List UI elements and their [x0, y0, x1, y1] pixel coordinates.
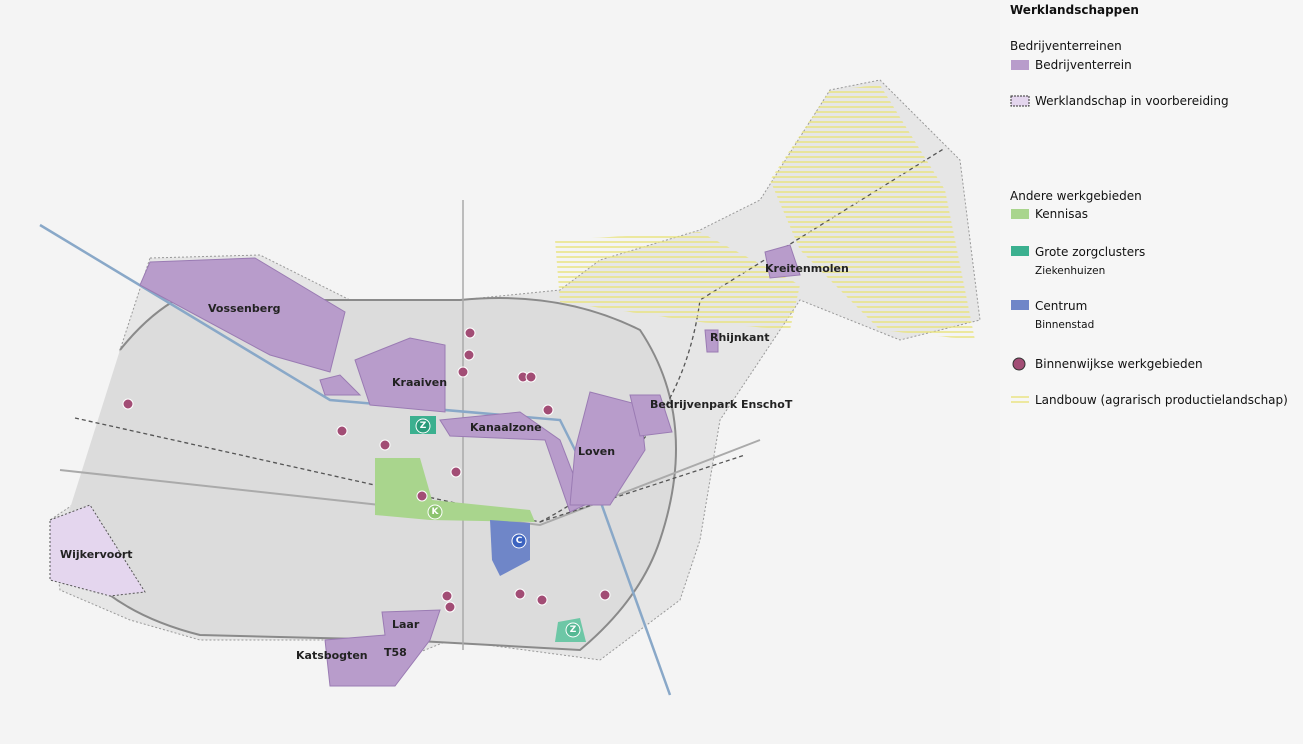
icon-letter: Z [570, 625, 577, 635]
area-label: Kanaalzone [470, 421, 542, 434]
icon-letter: K [432, 507, 440, 517]
area-label: Vossenberg [208, 302, 281, 315]
legend-heading: Andere werkgebieden [1010, 189, 1142, 203]
legend-swatch [1011, 246, 1029, 256]
legend-sublabel: Binnenstad [1035, 319, 1094, 331]
legend-swatch [1011, 394, 1029, 404]
area-label: Katsbogten [296, 649, 368, 662]
legend-label: Landbouw (agrarisch productielandschap) [1035, 393, 1288, 407]
legend-heading: Bedrijventerreinen [1010, 39, 1122, 53]
icon-letter: C [516, 536, 523, 546]
area-label: Kraaiven [392, 376, 447, 389]
area-labels: Vossenberg Kraaiven Kanaalzone Loven Bed… [60, 262, 849, 662]
legend-label: Kennisas [1035, 207, 1088, 221]
legend-swatch [1011, 209, 1029, 219]
agriculture-zones [555, 85, 975, 340]
legend-swatch [1012, 357, 1026, 371]
inner-work-areas [122, 327, 611, 613]
business-areas [139, 244, 801, 687]
legend-swatch [1011, 300, 1029, 310]
legend: Werklandschappen Bedrijventerreinen Bedr… [1010, 3, 1288, 407]
kennisas-area [375, 458, 535, 522]
area-label: Bedrijvenpark EnschoT [650, 398, 793, 411]
area-label: Rhijnkant [710, 331, 770, 344]
icon-letter: Z [420, 421, 427, 431]
legend-label: Binnenwijkse werkgebieden [1035, 357, 1203, 371]
area-label: T58 [384, 646, 407, 659]
wijkervoort-area [49, 504, 146, 597]
area-label: Wijkervoort [60, 548, 133, 561]
legend-swatch [1010, 95, 1030, 107]
legend-swatch [1011, 60, 1029, 70]
legend-label: Werklandschap in voorbereiding [1035, 94, 1229, 108]
legend-label: Centrum [1035, 299, 1087, 313]
area-label: Kreitenmolen [765, 262, 849, 275]
area-label: Laar [392, 618, 420, 631]
legend-label: Bedrijventerrein [1035, 58, 1132, 72]
icons: Z K C Z [415, 418, 581, 638]
legend-label: Grote zorgclusters [1035, 245, 1145, 259]
legend-title: Werklandschappen [1010, 3, 1139, 17]
legend-sublabel: Ziekenhuizen [1035, 265, 1105, 277]
area-label: Loven [578, 445, 615, 458]
